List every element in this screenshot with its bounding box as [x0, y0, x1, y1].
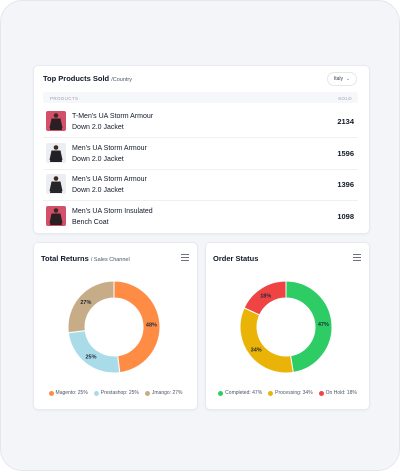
country-select-value: Italy — [333, 76, 343, 82]
donut-slice-completed[interactable] — [285, 280, 333, 373]
donut-slice-processing[interactable] — [239, 307, 294, 374]
legend-item[interactable]: Completed: 47% — [218, 390, 262, 396]
donut-slice-prestashop[interactable] — [67, 330, 121, 374]
slice-label: 47% — [318, 322, 329, 328]
legend-item[interactable]: Magento: 25% — [48, 390, 88, 396]
product-name-line1: Men's UA Storm Armour — [72, 176, 147, 183]
orders-legend: Completed: 47% Processing: 34% On Hold: 18… — [206, 390, 369, 396]
product-thumbnail — [46, 142, 66, 163]
returns-legend: Magento: 25% Prestashop: 25% Jmango: 27% — [34, 390, 197, 396]
total-returns-subtitle: / Sales Channel — [90, 257, 130, 263]
legend-dot — [218, 390, 224, 396]
legend-dot — [93, 390, 99, 396]
product-name-line2: Down 2.0 Jacket — [72, 187, 124, 194]
legend-dot — [48, 390, 54, 396]
order-status-title-text: Order Status — [213, 254, 259, 263]
slice-label: 48% — [146, 323, 157, 329]
product-name-line2: Down 2.0 Jacket — [72, 155, 124, 163]
product-name[interactable]: T-Men's UA Storm Armour Down 2.0 Jacket — [72, 111, 202, 133]
jacket-icon — [49, 113, 63, 130]
table-row[interactable]: Men's UA Storm Insulated Bench Coat 1098 — [43, 201, 358, 232]
legend-item[interactable]: Prestashop: 25% — [93, 390, 139, 396]
legend-label: Processing: 34% — [275, 390, 313, 396]
products-table-header: PRODUCTS SOLD — [43, 92, 358, 103]
orders-donut-chart: 47% 34% 18% — [239, 280, 333, 374]
top-products-subtitle: /Country — [111, 77, 132, 83]
product-name-line2: Bench Coat — [72, 218, 109, 226]
legend-label: Magento: 25% — [55, 390, 88, 396]
chevron-down-icon: ⌄ — [345, 76, 351, 82]
legend-dot — [268, 390, 274, 396]
legend-label: Completed: 47% — [225, 390, 263, 396]
product-name-line1: Men's UA Storm Insulated — [72, 207, 153, 215]
total-returns-title: Total Returns / Sales Channel — [41, 254, 130, 263]
sold-count: 1396 — [337, 180, 354, 189]
product-thumbnail — [46, 174, 66, 194]
legend-dot — [144, 390, 150, 396]
top-products-title-text: Top Products Sold — [43, 74, 110, 83]
donut-slice-magento[interactable] — [113, 280, 161, 374]
product-name-line1: Men's UA Storm Armour — [72, 144, 147, 152]
jacket-icon — [49, 207, 63, 225]
product-name[interactable]: Men's UA Storm Armour Down 2.0 Jacket — [72, 174, 202, 196]
table-row[interactable]: T-Men's UA Storm Armour Down 2.0 Jacket 21… — [43, 106, 358, 138]
slice-label: 34% — [251, 348, 262, 354]
legend-label: On Hold: 18% — [325, 390, 357, 396]
legend-label: Prestashop: 25% — [100, 390, 139, 396]
slice-label: 18% — [260, 293, 271, 299]
total-returns-card: Total Returns / Sales Channel 48% 25% 27% … — [33, 242, 198, 410]
slice-label: 27% — [80, 300, 91, 306]
table-row[interactable]: Men's UA Storm Armour Down 2.0 Jacket 1596 — [43, 138, 358, 170]
top-products-title: Top Products Sold /Country — [43, 74, 132, 83]
col-products-header: PRODUCTS — [50, 95, 79, 101]
slice-label: 25% — [86, 355, 97, 361]
order-status-title: Order Status — [213, 254, 258, 263]
product-thumbnail — [46, 205, 66, 226]
product-name[interactable]: Men's UA Storm Armour Down 2.0 Jacket — [72, 143, 202, 165]
legend-item[interactable]: Jmango: 27% — [144, 390, 183, 396]
product-name-line1: T-Men's UA Storm Armour — [72, 113, 154, 120]
col-sold-header: SOLD — [338, 95, 352, 101]
legend-item[interactable]: Processing: 34% — [268, 390, 313, 396]
country-select[interactable]: Italy ⌄ — [327, 72, 357, 86]
total-returns-title-text: Total Returns — [41, 254, 89, 263]
top-products-card: Top Products Sold /Country Italy ⌄ PRODU… — [33, 65, 370, 234]
legend-label: Jmango: 27% — [151, 390, 183, 396]
donut-slice-jmango[interactable] — [67, 280, 115, 334]
sold-count: 1596 — [337, 148, 354, 158]
product-name[interactable]: Men's UA Storm Insulated Bench Coat — [72, 206, 202, 228]
order-status-menu-icon[interactable] — [353, 254, 361, 261]
returns-donut-chart: 48% 25% 27% — [67, 280, 161, 374]
product-name-line2: Down 2.0 Jacket — [72, 124, 124, 131]
sold-count: 2134 — [337, 117, 354, 126]
jacket-icon — [49, 176, 63, 193]
sold-count: 1098 — [337, 211, 354, 221]
order-status-card: Order Status 47% 34% 18% Completed: 47% Pro… — [205, 242, 370, 410]
legend-dot — [318, 390, 324, 396]
jacket-icon — [49, 144, 63, 162]
legend-item[interactable]: On Hold: 18% — [318, 390, 357, 396]
product-thumbnail — [46, 111, 66, 131]
returns-menu-icon[interactable] — [181, 254, 189, 261]
table-row[interactable]: Men's UA Storm Armour Down 2.0 Jacket 1396 — [43, 169, 358, 201]
donut-slice-on-hold[interactable] — [243, 280, 287, 316]
